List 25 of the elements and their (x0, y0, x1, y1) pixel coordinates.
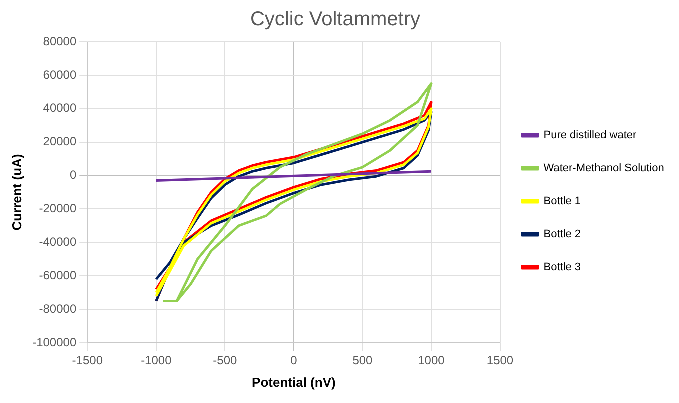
legend-label: Water-Methanol Solution (544, 162, 664, 175)
y-tick-label: -100000 (32, 335, 77, 350)
chart-title: Cyclic Voltammetry (250, 8, 421, 31)
y-tick-label: 80000 (43, 34, 77, 48)
y-tick-label: 20000 (43, 134, 77, 149)
legend-label: Pure distilled water (544, 130, 638, 142)
x-tick-label: 1500 (486, 354, 514, 368)
legend-label: Bottle 2 (544, 228, 582, 241)
y-tick-label: -80000 (39, 302, 77, 316)
x-tick-label: -1000 (141, 354, 172, 368)
x-tick-label: 1000 (418, 354, 446, 368)
x-tick-label: -500 (213, 354, 238, 368)
x-tick-label: 500 (352, 354, 374, 368)
legend-label: Bottle 1 (544, 196, 582, 208)
x-tick-label: -1500 (72, 354, 104, 368)
y-axis-title: Current (uA) (9, 154, 24, 231)
legend-label: Bottle 3 (544, 262, 582, 274)
y-tick-label: -20000 (39, 202, 77, 216)
y-tick-label: 0 (70, 168, 77, 182)
y-tick-label: -40000 (39, 234, 77, 249)
x-tick-label: 0 (290, 354, 298, 368)
y-tick-label: 40000 (43, 101, 77, 116)
y-tick-label: -60000 (39, 268, 77, 282)
y-tick-label: 60000 (43, 68, 77, 82)
x-axis-title: Potential (nV) (252, 374, 336, 390)
